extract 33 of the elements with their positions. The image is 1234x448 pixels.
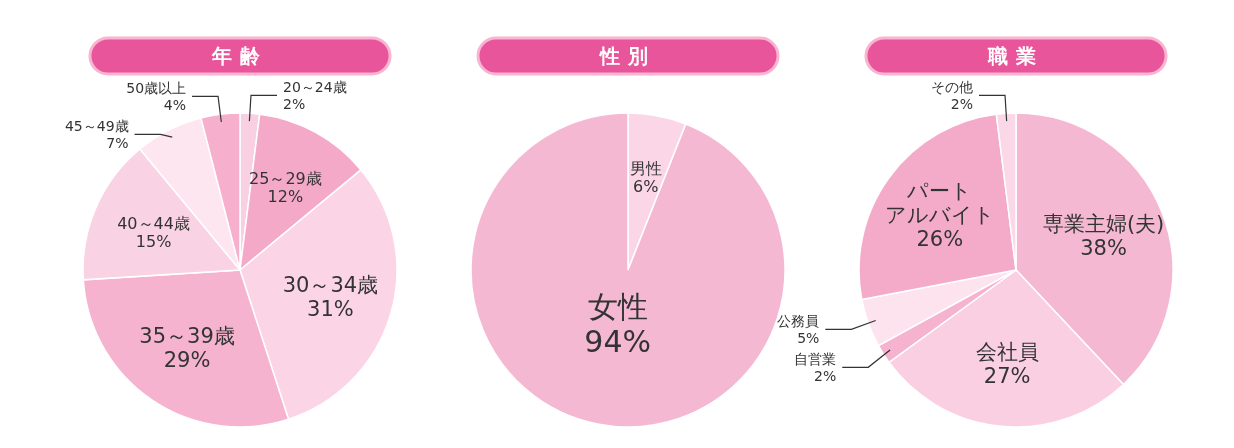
data-label: 12% xyxy=(267,187,304,207)
data-label: 27% xyxy=(983,364,1031,389)
slice-label: その他 xyxy=(931,78,974,95)
data-label: 2% xyxy=(814,367,837,384)
slice-label: 35～39歳 xyxy=(139,324,235,349)
slice-label: パートアルバイト xyxy=(884,178,995,227)
data-label: 38% xyxy=(1080,235,1127,260)
data-label: 5% xyxy=(797,329,820,346)
chart-title: 職業 xyxy=(987,44,1044,68)
slice-label: 公務員 xyxy=(777,312,820,329)
slice-label: 30～34歳 xyxy=(282,272,379,297)
slice-label: 専業主婦(夫) xyxy=(1042,211,1165,236)
data-label: 31% xyxy=(307,296,354,321)
data-label: 29% xyxy=(163,348,211,373)
data-label: 7% xyxy=(106,134,129,151)
data-label: 4% xyxy=(163,96,187,113)
data-label: 26% xyxy=(916,227,964,252)
data-label: 6% xyxy=(632,177,659,197)
slice-label: 45～49歳 xyxy=(64,117,129,134)
data-label: 2% xyxy=(282,95,306,112)
slice-label: 50歳以上 xyxy=(126,79,187,96)
data-label: 15% xyxy=(135,232,172,252)
slice-label: 40～44歳 xyxy=(117,213,190,233)
slice-label: 女性 xyxy=(587,289,648,325)
slice-label: 25～29歳 xyxy=(249,168,322,188)
slice-label: 自営業 xyxy=(794,350,837,367)
slice-label: 20～24歳 xyxy=(282,78,347,95)
chart-title: 性別 xyxy=(598,44,656,68)
data-label: 2% xyxy=(950,95,974,112)
data-label: 94% xyxy=(584,323,652,359)
chart-title: 年齢 xyxy=(211,44,268,68)
slice-label: 会社員 xyxy=(975,340,1039,365)
slice-label: 男性 xyxy=(629,158,662,178)
